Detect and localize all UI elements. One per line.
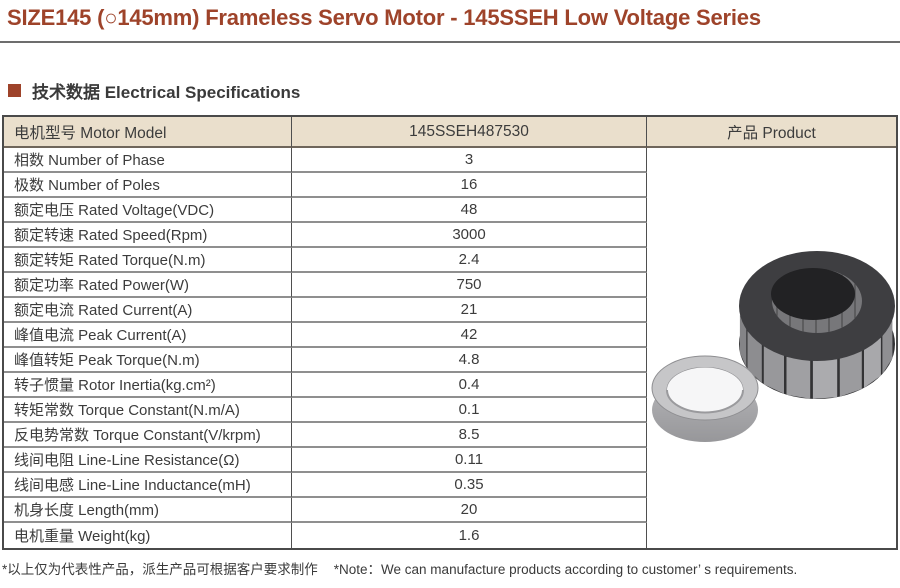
spec-label: 转子惯量 Rotor Inertia(kg.cm²) — [4, 373, 292, 398]
spec-label: 峰值电流 Peak Current(A) — [4, 323, 292, 348]
spec-label: 线间电阻 Line-Line Resistance(Ω) — [4, 448, 292, 473]
spec-value: 20 — [292, 498, 647, 523]
product-header-cell: 产品 Product — [647, 117, 896, 148]
spec-label: 额定电流 Rated Current(A) — [4, 298, 292, 323]
spec-value: 0.11 — [292, 448, 647, 473]
spec-value: 48 — [292, 198, 647, 223]
spec-label: 线间电感 Line-Line Inductance(mH) — [4, 473, 292, 498]
rotor-ring — [739, 251, 895, 399]
section-bullet-icon — [8, 84, 21, 97]
spec-label: 额定电压 Rated Voltage(VDC) — [4, 198, 292, 223]
spec-label: 峰值转矩 Peak Torque(N.m) — [4, 348, 292, 373]
spec-label: 额定功率 Rated Power(W) — [4, 273, 292, 298]
section-header: 技术数据 Electrical Specifications — [8, 78, 300, 103]
spec-value: 8.5 — [292, 423, 647, 448]
electrical-specifications-table: 电机型号 Motor Model 145SSEH487530 产品 Produc… — [2, 115, 898, 550]
spec-label: 反电势常数 Torque Constant(V/krpm) — [4, 423, 292, 448]
footnote-zh: *以上仅为代表性产品，派生产品可根据客户要求制作 — [2, 562, 318, 577]
spec-value: 3 — [292, 148, 647, 173]
model-header-cell: 电机型号 Motor Model — [4, 117, 292, 148]
spec-value: 2.4 — [292, 248, 647, 273]
spec-value: 3000 — [292, 223, 647, 248]
spec-value: 0.4 — [292, 373, 647, 398]
spec-value: 0.1 — [292, 398, 647, 423]
spec-label: 额定转速 Rated Speed(Rpm) — [4, 223, 292, 248]
spec-label: 额定转矩 Rated Torque(N.m) — [4, 248, 292, 273]
spec-label: 相数 Number of Phase — [4, 148, 292, 173]
spec-value: 750 — [292, 273, 647, 298]
spec-value: 21 — [292, 298, 647, 323]
spec-label: 极数 Number of Poles — [4, 173, 292, 198]
product-photo — [651, 251, 895, 442]
spec-label: 电机重量 Weight(kg) — [4, 523, 292, 548]
spec-value: 0.35 — [292, 473, 647, 498]
spec-value: 42 — [292, 323, 647, 348]
title-divider — [0, 41, 900, 43]
spec-label: 机身长度 Length(mm) — [4, 498, 292, 523]
spec-value: 4.8 — [292, 348, 647, 373]
spec-value: 16 — [292, 173, 647, 198]
section-title: 技术数据 Electrical Specifications — [32, 83, 301, 102]
spec-value: 1.6 — [292, 523, 647, 548]
product-photo-cell — [647, 148, 896, 548]
model-value-cell: 145SSEH487530 — [292, 117, 647, 148]
stator-ring — [651, 355, 759, 442]
footnote: *以上仅为代表性产品，派生产品可根据客户要求制作 *Note：We can ma… — [2, 558, 797, 578]
footnote-en: *Note：We can manufacture products accord… — [333, 562, 798, 577]
spec-label: 转矩常数 Torque Constant(N.m/A) — [4, 398, 292, 423]
page-title: SIZE145 (○145mm) Frameless Servo Motor -… — [7, 5, 761, 30]
